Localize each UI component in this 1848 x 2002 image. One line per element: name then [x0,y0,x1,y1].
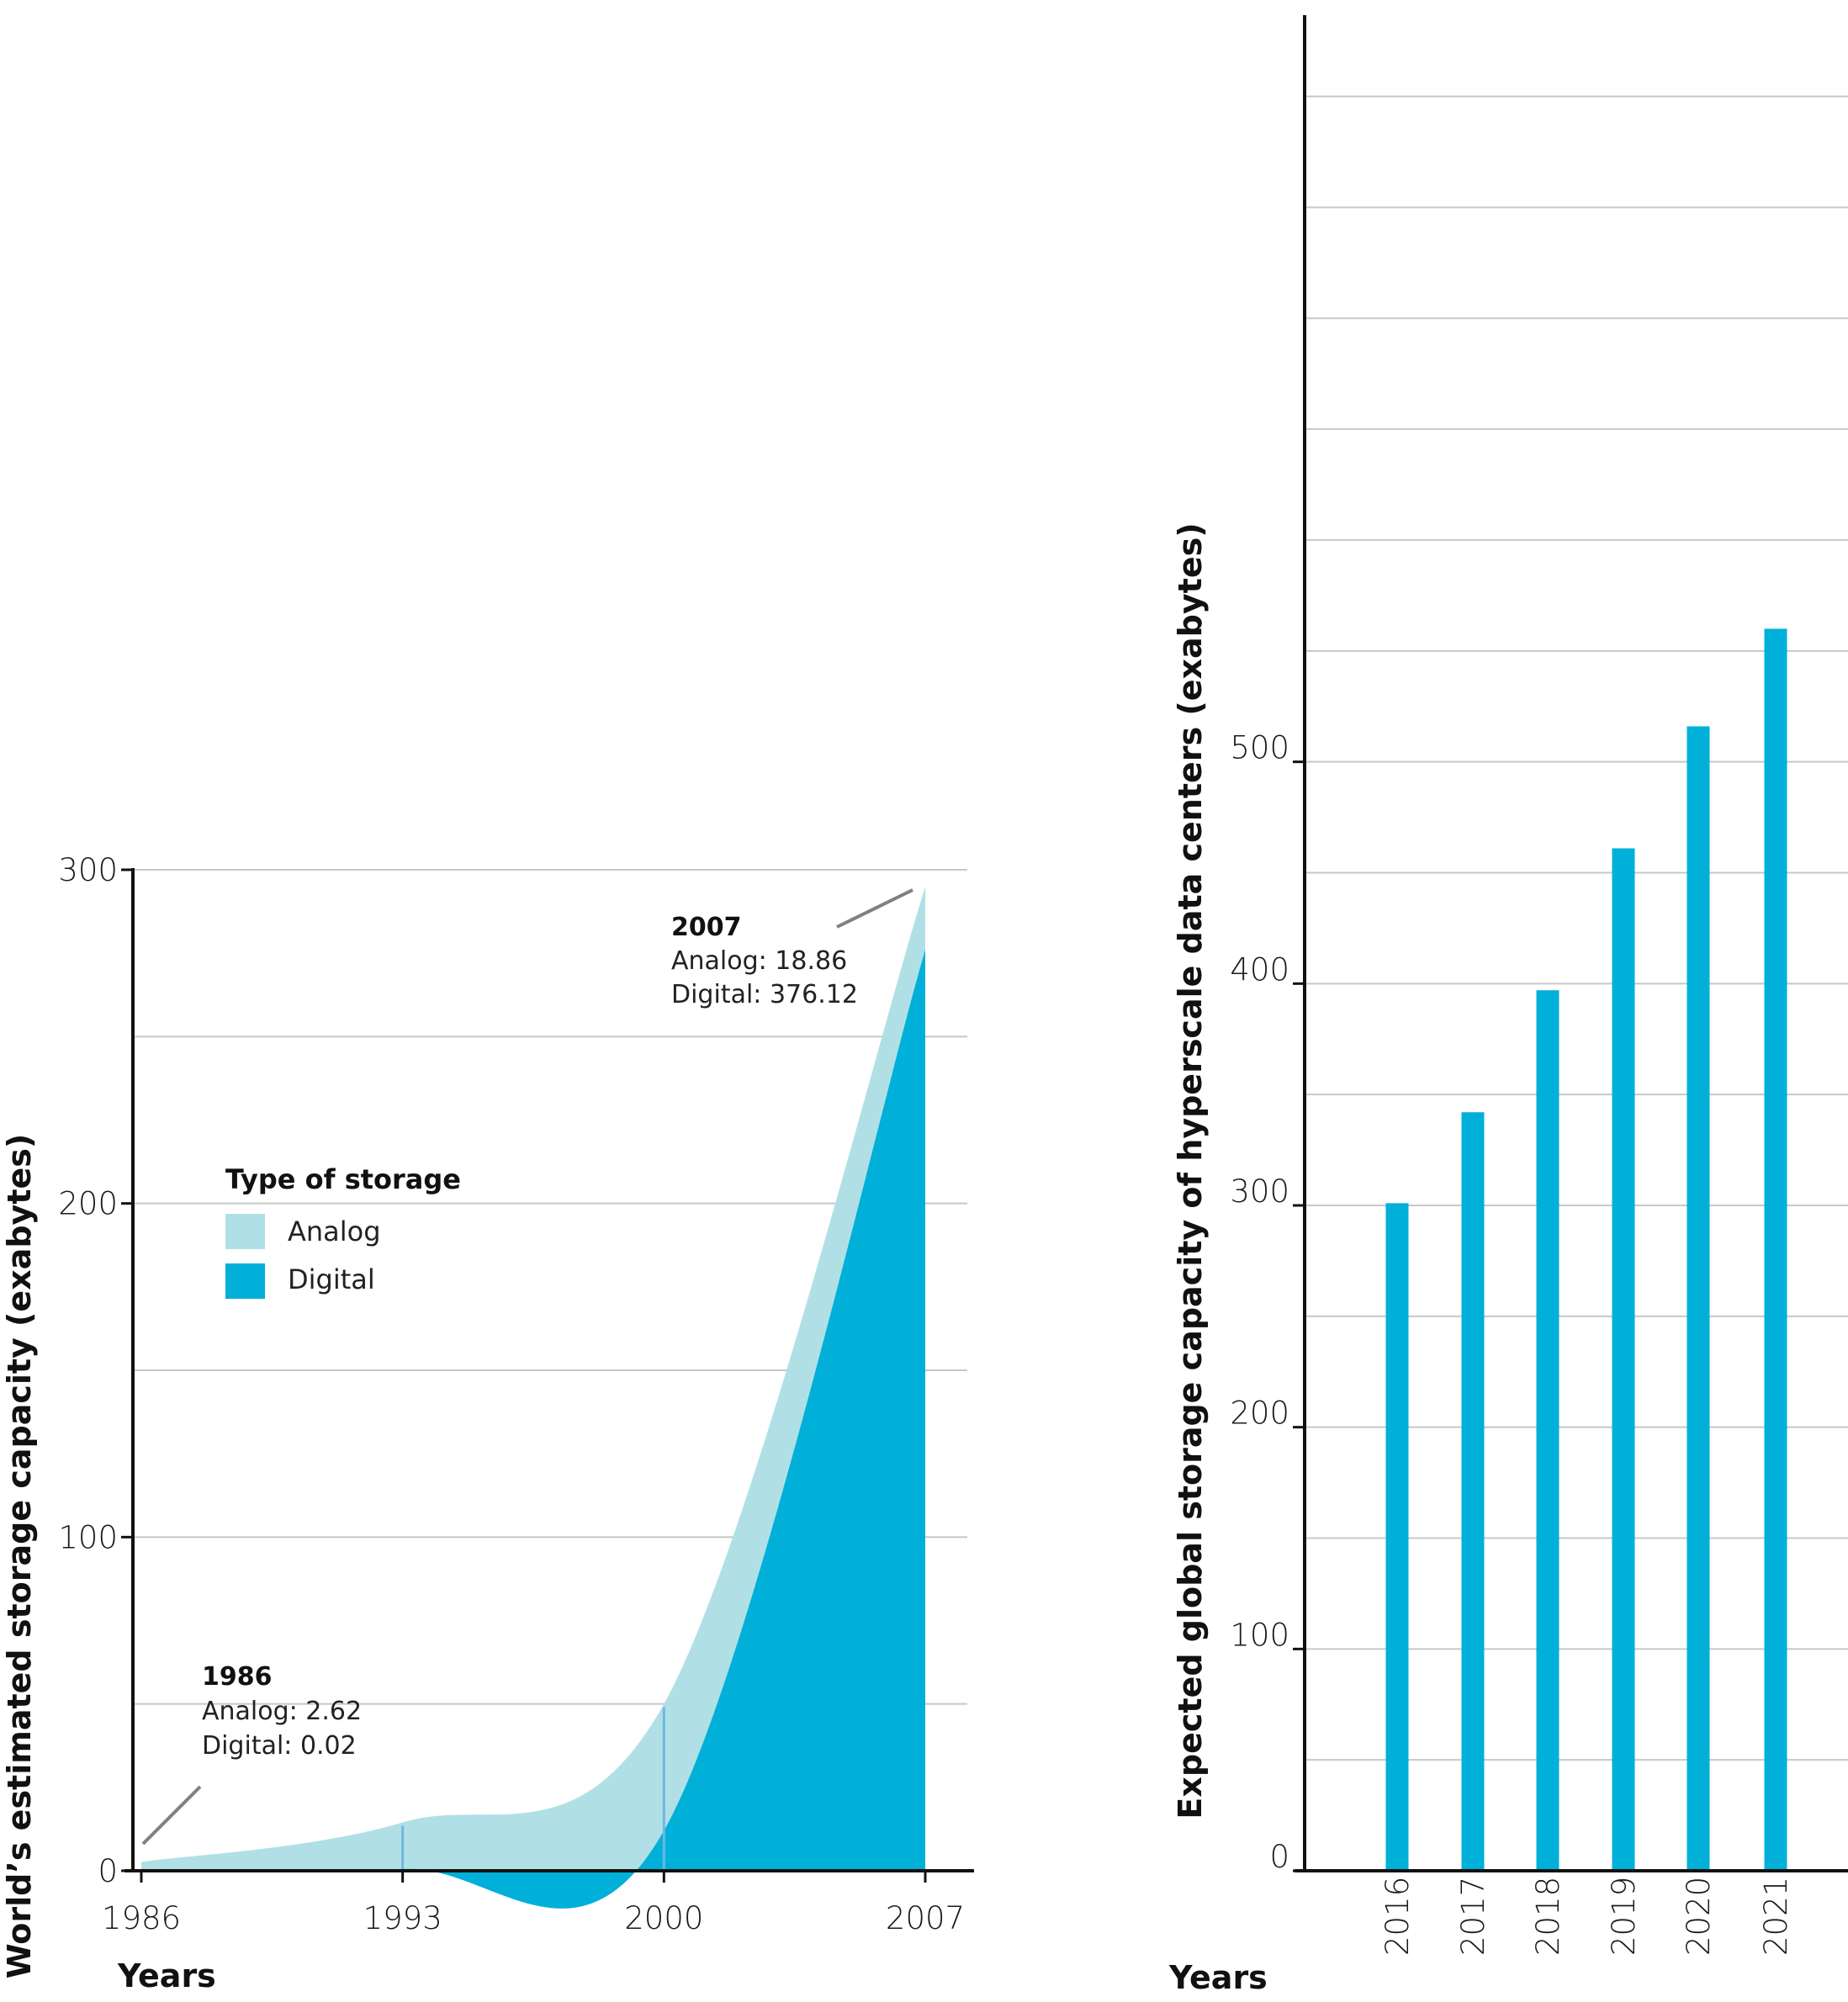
left-y-axis-title: World’s estimated storage capacity (exab… [1,1134,38,1979]
right-y-axis-title: Expected global storage capacity of hype… [1172,522,1209,1819]
left-x-tick-label: 1986 [102,1900,181,1936]
annotation-1986-digital: Digital: 0.02 [202,1731,357,1761]
right-x-ticks: 2016 2017 2018 2019 2020 2021 [1379,1877,1794,1956]
annotation-2007-year: 2007 [671,913,742,942]
right-y-tick-label: 200 [1230,1396,1289,1432]
right-x-tick-label: 2018 [1530,1877,1566,1956]
left-y-tick-label: 100 [58,1519,118,1555]
legend-title: Type of storage [225,1163,461,1195]
left-y-tick-label: 0 [98,1853,118,1889]
right-y-tick-label: 100 [1230,1617,1289,1653]
bar-2018 [1536,990,1559,1871]
annotation-2007-leader [836,888,913,929]
annotation-2007: 2007 Analog: 18.86 Digital: 376.12 [671,888,913,1009]
left-x-ticks: 1986 1993 2000 2007 [102,1871,965,1936]
left-x-tick-label: 2000 [624,1900,703,1936]
right-y-ticks: 0 100 200 300 400 500 [1230,730,1305,1875]
left-x-tick-label: 1993 [363,1900,442,1936]
legend-swatch-analog [225,1214,265,1249]
annotation-1986-analog: Analog: 2.62 [202,1697,362,1726]
bar-2019 [1612,848,1635,1872]
right-y-tick-label: 0 [1269,1839,1289,1875]
left-x-axis-title: Years [117,1957,216,1994]
legend-label-analog: Analog [288,1216,381,1247]
bars [1385,628,1787,1872]
hyperscale-bar-chart: 0 100 200 300 400 500 2016 2017 2018 2019 2020 202… [1168,15,1848,1996]
digital-area [141,950,925,1909]
legend-swatch-digital [225,1263,265,1299]
year-markers [401,1707,665,1871]
annotation-2007-analog: Analog: 18.86 [671,946,847,976]
bar-2021 [1764,628,1787,1871]
left-y-tick-label: 300 [58,852,118,888]
storage-area-chart: 0 100 200 300 1986 1993 2000 2007 Years World’… [1,852,974,1994]
annotation-2007-digital: Digital: 376.12 [671,980,858,1009]
analog-area [141,887,925,1871]
right-x-tick-label: 2017 [1455,1877,1491,1956]
legend: Type of storage Analog Digital [225,1163,461,1299]
right-y-tick-label: 300 [1230,1173,1289,1210]
right-axes [1295,15,1848,1872]
right-x-tick-label: 2019 [1606,1877,1642,1956]
left-y-ticks: 0 100 200 300 [58,852,133,1889]
right-x-tick-label: 2021 [1758,1877,1794,1956]
legend-label-digital: Digital [288,1263,375,1295]
bar-2017 [1461,1112,1485,1871]
right-x-axis-title: Years [1168,1959,1268,1996]
annotation-1986-leader [141,1785,202,1846]
bar-2020 [1686,726,1710,1871]
left-x-tick-label: 2007 [886,1900,965,1936]
annotation-1986: 1986 Analog: 2.62 Digital: 0.02 [141,1662,362,1846]
left-y-tick-label: 200 [58,1186,118,1222]
left-axes [124,868,974,1872]
right-x-tick-label: 2016 [1379,1877,1416,1956]
bar-2016 [1385,1203,1409,1871]
annotation-1986-year: 1986 [202,1662,273,1692]
right-y-tick-label: 400 [1230,951,1289,988]
right-y-tick-label: 500 [1230,730,1289,766]
right-x-tick-label: 2020 [1681,1877,1717,1956]
